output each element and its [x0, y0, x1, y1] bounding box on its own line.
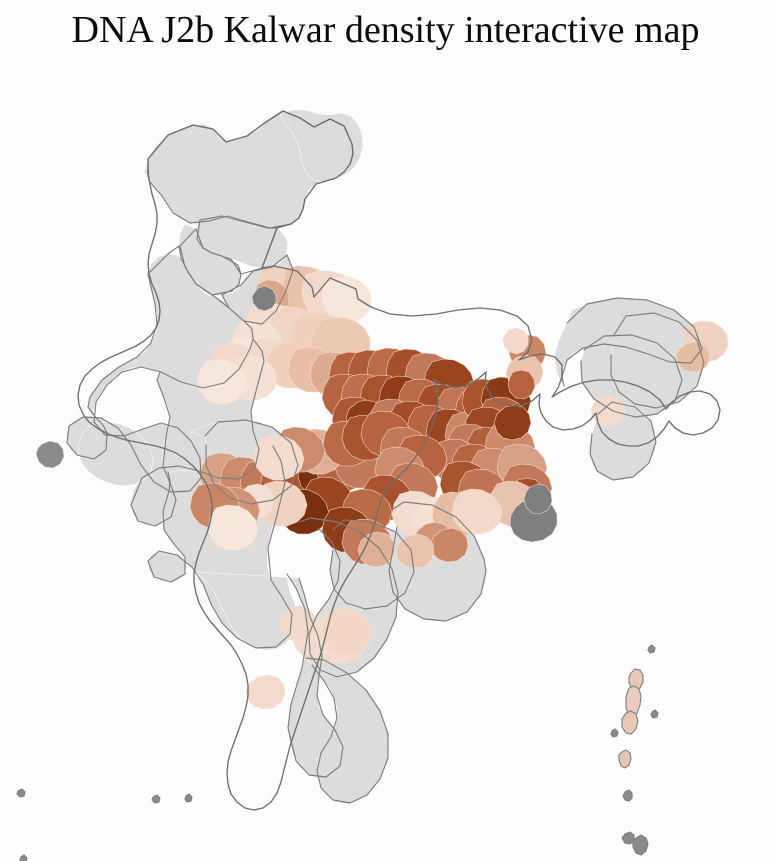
data-region-chhattisgarh[interactable] — [321, 426, 448, 568]
data-region-madhya-pradesh[interactable] — [189, 410, 412, 551]
island-middle-andaman[interactable] — [625, 685, 642, 718]
region-ladakh-east[interactable] — [279, 109, 364, 183]
island-dot-ne[interactable] — [647, 644, 656, 654]
island-dot-e[interactable] — [650, 709, 659, 719]
country-outline — [77, 110, 721, 811]
district-cell[interactable] — [321, 276, 372, 323]
dark-gray-highlight-regions[interactable] — [35, 285, 277, 469]
district-cell[interactable] — [523, 483, 553, 515]
district-cell[interactable] — [321, 608, 373, 655]
data-region-odisha-light[interactable] — [391, 488, 503, 569]
district-cell[interactable] — [196, 358, 248, 405]
district-cell[interactable] — [507, 369, 536, 400]
district-cell[interactable] — [35, 440, 65, 469]
data-region-west-bengal[interactable] — [488, 334, 558, 543]
district-cell[interactable] — [251, 285, 277, 312]
island-dot-w[interactable] — [610, 728, 619, 738]
district-cell[interactable] — [207, 504, 259, 551]
island-dot-lakshadweep-2[interactable] — [184, 793, 193, 803]
island-north-andaman[interactable] — [628, 668, 644, 692]
island-dot-lakshadweep-1[interactable] — [151, 794, 161, 804]
andaman-nicobar-islands[interactable] — [16, 644, 659, 861]
district-cell[interactable] — [245, 674, 286, 710]
island-dot-lakshadweep-3[interactable] — [16, 788, 26, 798]
page-title: DNA J2b Kalwar density interactive map — [71, 9, 700, 51]
state-boundaries — [66, 110, 705, 804]
map-canvas[interactable] — [0, 52, 771, 861]
india-choropleth-map[interactable] — [0, 52, 771, 861]
island-nicobar-little[interactable] — [621, 831, 635, 845]
island-nicobar-car[interactable] — [622, 789, 633, 802]
island-nicobar-great[interactable] — [632, 834, 649, 856]
district-cell[interactable] — [395, 533, 435, 569]
island-dot-lakshadweep-4[interactable] — [19, 854, 28, 861]
data-region-sikkim[interactable] — [502, 327, 529, 355]
island-small-andaman[interactable] — [618, 749, 632, 769]
district-cell[interactable] — [493, 404, 532, 441]
district-cell[interactable] — [502, 327, 529, 355]
island-south-andaman[interactable] — [621, 710, 639, 735]
data-region-south-light-spot[interactable] — [245, 674, 286, 710]
